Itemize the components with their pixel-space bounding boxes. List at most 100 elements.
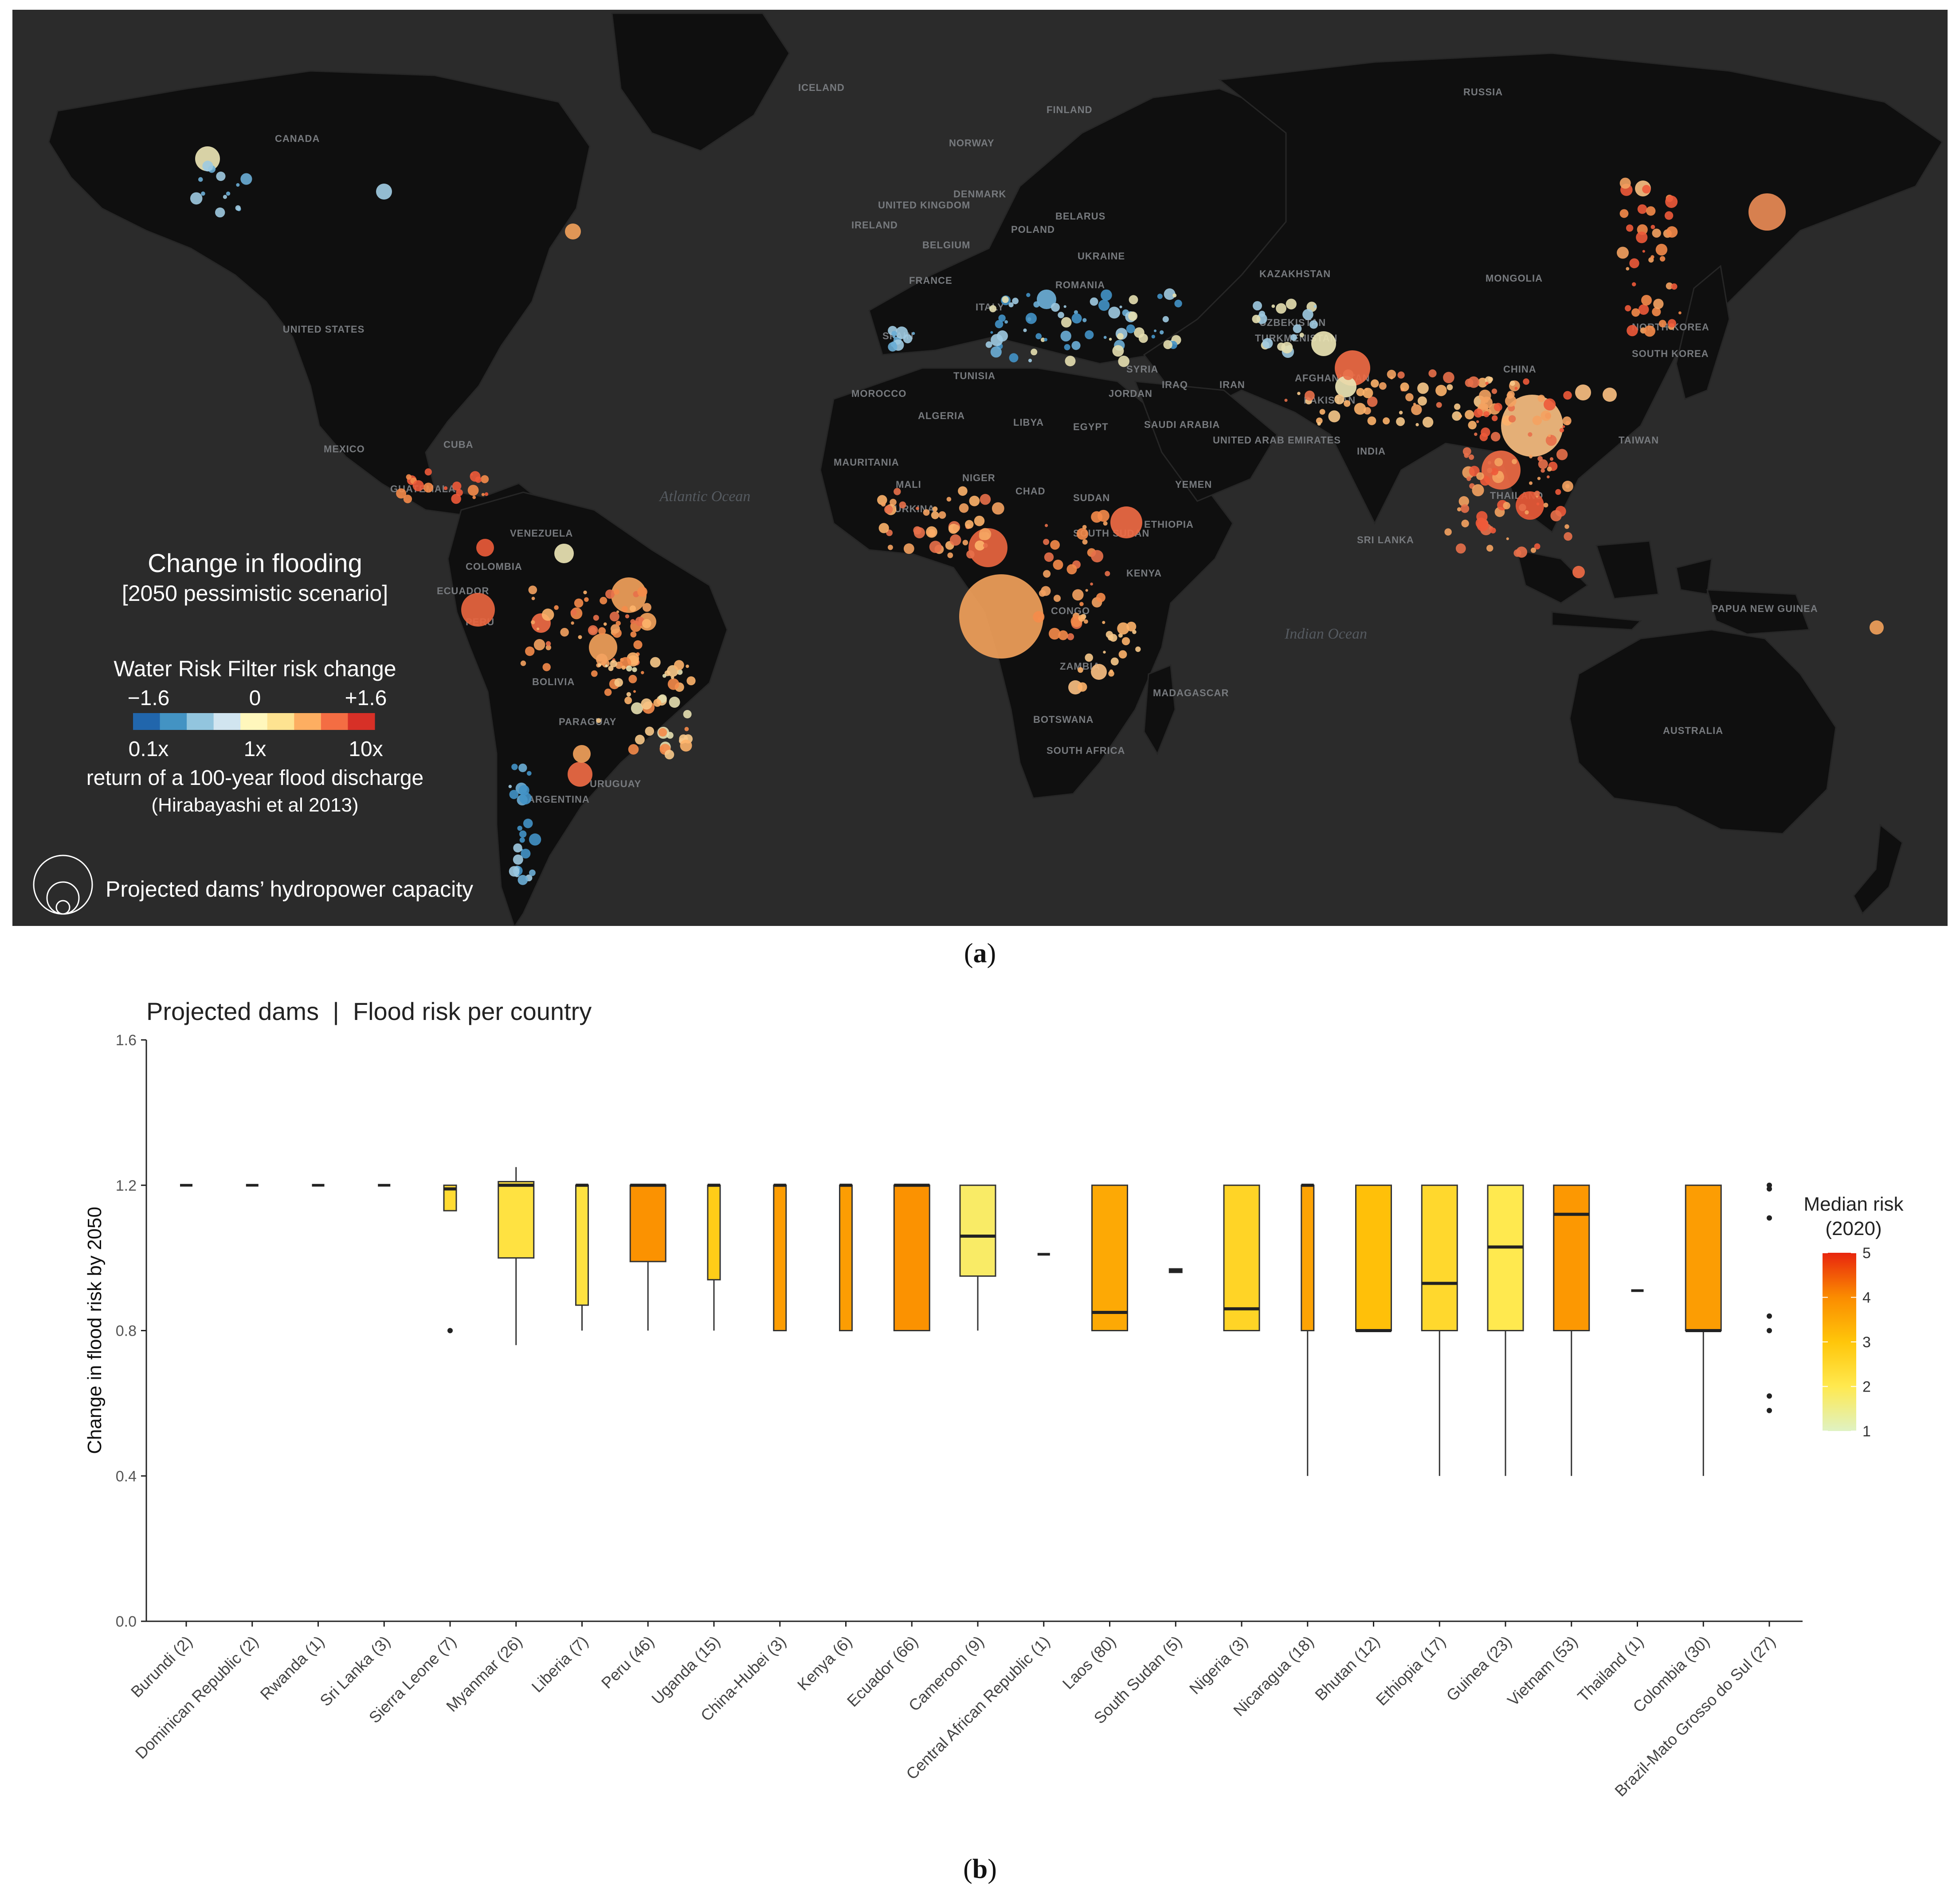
dam-bubble [1082, 525, 1087, 529]
dam-bubble [1490, 468, 1498, 475]
dam-bubble [1638, 304, 1649, 315]
dam-bubble [1541, 410, 1551, 421]
country-label: KENYA [1126, 568, 1162, 579]
dam-bubble [1668, 319, 1676, 328]
legend-tick-label: 5 [1862, 1245, 1871, 1262]
dam-bubble [1472, 484, 1484, 497]
legend-size-caption: Projected dams’ hydropower capacity [106, 877, 473, 902]
dam-bubble [903, 543, 914, 554]
dam-bubble [1284, 399, 1288, 402]
legend-ratio-high: 10x [349, 737, 383, 761]
country-label: ETHIOPIA [1144, 519, 1194, 530]
dam-bubble [1655, 243, 1668, 256]
dam-bubble [1109, 634, 1117, 642]
dam-bubble [1028, 358, 1032, 363]
country-label: MONGOLIA [1486, 273, 1543, 284]
dam-bubble [1090, 297, 1098, 306]
dam-bubble [588, 625, 598, 635]
box [1553, 1184, 1590, 1331]
x-category-label: Central African Republic (1) [902, 1632, 1053, 1783]
dam-bubble [560, 627, 569, 637]
dam-bubble [633, 640, 643, 649]
dam-bubble [1548, 434, 1551, 437]
dam-bubble [1626, 267, 1630, 271]
dam-bubble [669, 697, 680, 708]
dam-bubble [1556, 449, 1568, 460]
x-category-label: Kenya (6) [794, 1632, 855, 1694]
dam-bubble [629, 605, 636, 612]
legend-tick-label: 3 [1862, 1334, 1871, 1351]
dam-bubble [1118, 650, 1127, 659]
dam-bubble [1543, 502, 1548, 508]
dam-bubble [1049, 627, 1061, 640]
x-category-label: Rwanda (1) [257, 1632, 328, 1704]
dam-bubble [1658, 320, 1666, 328]
y-tick-label: 1.6 [116, 1032, 137, 1049]
dam-bubble [1313, 305, 1317, 308]
outlier-point [447, 1328, 453, 1333]
dam-bubble [1636, 231, 1648, 243]
dam-bubble [1525, 510, 1529, 515]
dam-bubble [990, 346, 1002, 358]
dam-bubble [598, 663, 602, 667]
dam-bubble [1004, 320, 1008, 324]
dam-bubble [1454, 403, 1461, 410]
legend-title-line2: (2020) [1825, 1218, 1882, 1239]
dam-bubble [1085, 653, 1093, 662]
dam-bubble [1025, 313, 1037, 324]
dam-bubble [1102, 621, 1105, 624]
dam-bubble [1108, 306, 1121, 319]
box [1685, 1184, 1722, 1331]
dam-bubble [1008, 302, 1014, 308]
dam-bubble [1065, 356, 1076, 367]
dam-bubble [1058, 630, 1068, 640]
country-label: BOTSWANA [1033, 714, 1094, 725]
dam-bubble [1110, 506, 1142, 538]
dam-bubble [891, 331, 897, 337]
dam-bubble [1399, 411, 1403, 415]
dam-bubble [926, 526, 937, 538]
dam-bubble [1603, 388, 1617, 402]
dam-bubble [467, 485, 479, 496]
dam-bubble [1290, 334, 1297, 341]
dam-bubble [1653, 298, 1664, 309]
box [707, 1184, 721, 1281]
dam-bubble [899, 501, 906, 509]
dam-bubble [190, 192, 203, 205]
outlier-point [1767, 1313, 1772, 1319]
legend-ratio-mid: 1x [244, 737, 267, 761]
greenland-landmass [611, 12, 790, 152]
dam-bubble [591, 670, 598, 677]
dam-bubble [223, 195, 227, 199]
dam-bubble [1078, 615, 1085, 622]
dam-bubble [1343, 369, 1354, 380]
dam-bubble [1422, 416, 1434, 428]
ocean-label: Indian Ocean [1284, 626, 1367, 642]
dam-bubble [1053, 560, 1063, 570]
dam-bubble [1659, 256, 1666, 262]
dam-bubble [1405, 393, 1414, 401]
dam-bubble [1132, 630, 1137, 634]
dam-bubble [1105, 571, 1110, 576]
country-label: FRANCE [909, 275, 953, 286]
dam-bubble [1050, 540, 1060, 550]
dam-bubble [554, 544, 574, 563]
dam-bubble [1085, 589, 1088, 592]
country-label: SYRIA [1126, 364, 1158, 375]
dam-bubble [202, 161, 213, 172]
dam-bubble [990, 331, 993, 334]
x-category-label: Ethiopia (17) [1372, 1632, 1449, 1709]
legend-source: (Hirabayashi et al 2013) [151, 794, 358, 816]
dam-bubble [476, 539, 494, 557]
dam-bubble [626, 692, 631, 697]
dam-bubble [565, 224, 581, 239]
dam-bubble [1108, 671, 1114, 677]
y-axis-title: Change in flood risk by 2050 [84, 1207, 106, 1454]
dam-bubble [650, 657, 661, 668]
dam-bubble [1356, 388, 1365, 396]
dam-bubble [204, 168, 208, 171]
dam-bubble [964, 520, 974, 529]
dam-bubble [1532, 416, 1542, 425]
dam-bubble [1503, 502, 1510, 510]
